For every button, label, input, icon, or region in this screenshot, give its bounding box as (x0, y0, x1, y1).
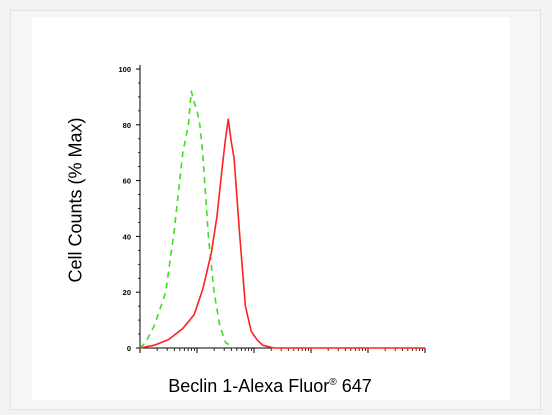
y-axis-label-text: Cell Counts (% Max) (65, 117, 86, 283)
y-tick-label: 60 (123, 177, 131, 186)
x-axis-label-text: Beclin 1-Alexa Fluor (168, 376, 330, 396)
y-tick-label: 0 (127, 344, 131, 353)
y-tick-label: 20 (123, 288, 131, 297)
y-tick-label: 80 (123, 121, 131, 130)
registered-mark: ® (329, 377, 337, 388)
y-tick-label: 40 (123, 232, 131, 241)
beclin1-series-line (139, 118, 425, 349)
x-axis-label: Beclin 1-Alexa Fluor® 647 (90, 376, 450, 397)
y-tick-label: 100 (118, 65, 131, 74)
control-series-line (139, 90, 235, 349)
x-axis-label-number: 647 (341, 376, 372, 396)
chart-panel (32, 17, 510, 400)
